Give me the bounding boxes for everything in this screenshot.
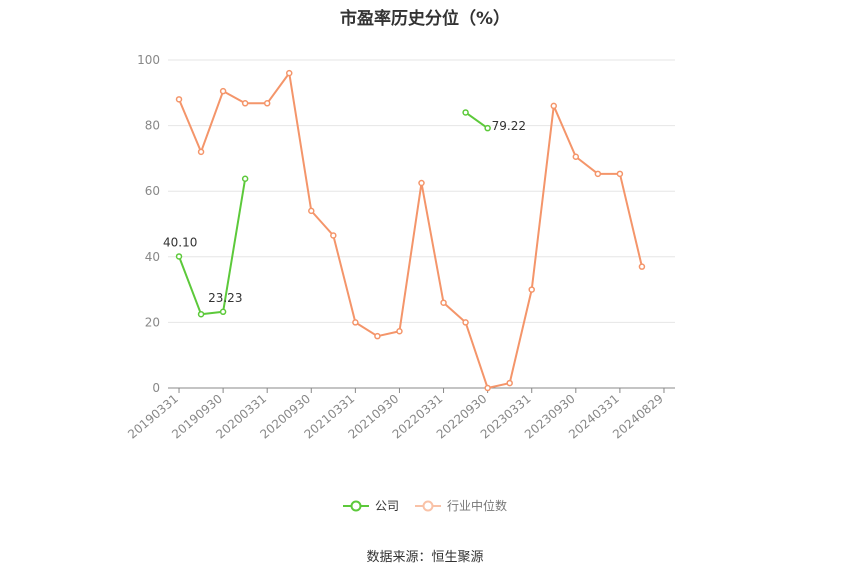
legend-item-company[interactable]: 公司: [342, 497, 399, 514]
industry-data-point: [197, 148, 205, 156]
industry-series-swatch-icon: [415, 500, 441, 511]
company-data-point: [175, 253, 183, 260]
industry-data-point: [241, 100, 249, 107]
company-data-label: 40.10: [163, 235, 197, 249]
industry-data-point: [396, 328, 403, 335]
company-data-point: [197, 310, 205, 318]
industry-data-point: [352, 319, 359, 326]
industry-data-point: [528, 286, 535, 293]
chart-title: 市盈率历史分位（%）: [339, 9, 511, 29]
y-tick-label: 0: [152, 381, 160, 395]
industry-data-point: [263, 100, 271, 107]
y-tick-label: 60: [145, 184, 160, 198]
company-data-point: [219, 308, 227, 316]
industry-series-line: [178, 72, 643, 389]
y-tick-label: 80: [145, 119, 160, 133]
legend: 公司 行业中位数: [0, 497, 850, 514]
industry-data-point: [285, 69, 293, 77]
industry-data-point: [462, 319, 469, 326]
company-data-point: [241, 175, 249, 182]
company-series-swatch-icon: [342, 500, 369, 511]
data-source: 数据来源：恒生聚源: [366, 550, 484, 565]
axes: 0204060801002019033120190930202003312020…: [125, 53, 675, 442]
industry-data-point: [308, 207, 315, 215]
industry-data-point: [616, 170, 624, 178]
legend-item-industry[interactable]: 行业中位数: [415, 497, 507, 514]
industry-data-point: [440, 299, 447, 306]
industry-data-point: [418, 179, 425, 187]
industry-data-point: [484, 384, 491, 392]
legend-label-company: 公司: [374, 499, 399, 513]
legend-label-industry: 行业中位数: [447, 499, 508, 513]
company-data-label: 79.22: [492, 119, 526, 133]
y-tick-label: 20: [145, 315, 160, 329]
industry-data-point: [572, 153, 580, 161]
industry-data-point: [638, 263, 646, 270]
industry-data-point: [594, 170, 602, 178]
industry-data-point: [506, 379, 513, 387]
company-series-line: [178, 178, 247, 316]
series-lines: [175, 69, 646, 392]
company-data-point: [462, 109, 469, 116]
industry-data-point: [550, 102, 558, 110]
data-labels: 40.10 23.23 79.22: [163, 119, 526, 305]
company-series-line: [465, 111, 489, 129]
industry-data-point: [330, 232, 337, 239]
industry-data-point: [175, 96, 183, 103]
company-data-point: [484, 124, 491, 132]
company-data-label: 23.23: [208, 291, 242, 305]
y-tick-label: 100: [137, 53, 160, 67]
industry-data-point: [219, 87, 227, 95]
y-tick-label: 40: [145, 250, 160, 264]
industry-data-point: [374, 332, 381, 340]
gridlines: [168, 59, 675, 323]
